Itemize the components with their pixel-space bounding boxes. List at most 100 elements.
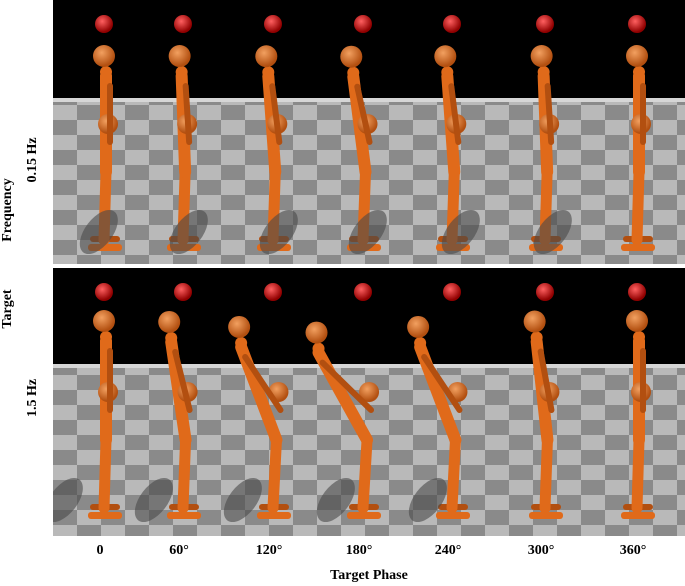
robot-figure-r1-c1 (158, 283, 201, 519)
target-ball (264, 283, 282, 301)
target-ball (628, 15, 646, 33)
neck (633, 66, 645, 78)
target-ball (443, 15, 461, 33)
arm (242, 353, 284, 413)
row-label-text-0: 0.15 Hz (25, 137, 40, 183)
target-ball (174, 283, 192, 301)
target-ball (95, 283, 113, 301)
head (407, 315, 430, 338)
arm (354, 83, 373, 145)
shadow (441, 210, 480, 254)
shadow (316, 478, 355, 522)
head (93, 310, 115, 332)
shadow (134, 478, 173, 522)
column-label-4: 240° (434, 543, 462, 558)
head (305, 321, 328, 344)
foot (621, 244, 655, 251)
foot (529, 512, 563, 519)
head (434, 45, 457, 68)
head (626, 310, 648, 332)
neck (175, 66, 188, 79)
column-label-2: 120° (255, 543, 283, 558)
target-ball (628, 283, 646, 301)
shadow (79, 210, 118, 254)
foot (257, 512, 291, 519)
shadow (223, 478, 262, 522)
neck (100, 66, 112, 78)
target-ball (174, 15, 192, 33)
arm (319, 359, 375, 413)
head (168, 45, 191, 68)
target-ball (536, 15, 554, 33)
robot-figure-r1-c0 (88, 283, 122, 519)
arm (172, 348, 193, 413)
robot-figure-r1-c2 (53, 283, 291, 522)
neck (414, 336, 427, 349)
shadow (533, 210, 572, 254)
shadow (348, 210, 387, 254)
target-ball (536, 283, 554, 301)
head (228, 315, 251, 338)
robot-figure-r1-c3 (134, 283, 381, 522)
target-ball (354, 283, 372, 301)
neck (537, 66, 550, 79)
column-label-6: 360° (619, 543, 647, 558)
target-ball (443, 283, 461, 301)
neck (347, 66, 360, 79)
neck (262, 66, 275, 79)
arm (421, 353, 463, 413)
leg (357, 434, 373, 514)
foot (347, 512, 381, 519)
target-ball (264, 15, 282, 33)
head (93, 45, 115, 67)
robot-figure-r1-c6 (408, 283, 655, 522)
leg (98, 434, 112, 514)
arm (182, 83, 193, 145)
target-ball (354, 15, 372, 33)
leg (631, 166, 645, 246)
column-label-1: 60° (169, 543, 189, 558)
arm (448, 83, 462, 145)
head (626, 45, 648, 67)
y-axis-label-target: Target (0, 289, 15, 329)
arm (544, 83, 555, 145)
neck (633, 331, 645, 343)
arm (537, 348, 555, 413)
neck (441, 66, 454, 79)
leg (539, 434, 553, 514)
foot (436, 512, 470, 519)
arm (269, 83, 283, 145)
head (255, 45, 278, 68)
neck (312, 342, 325, 355)
column-label-5: 300° (527, 543, 555, 558)
shadow (259, 210, 298, 254)
foot (88, 512, 122, 519)
shadow (408, 478, 447, 522)
head (158, 310, 181, 333)
leg (267, 434, 282, 514)
target-ball (95, 15, 113, 33)
foot (621, 512, 655, 519)
y-axis-label-frequency: Frequency (0, 178, 15, 242)
column-label-3: 180° (345, 543, 373, 558)
head (523, 310, 546, 333)
pelvis (359, 382, 380, 402)
neck (530, 331, 543, 344)
column-label-0: 0 (96, 543, 104, 558)
leg (446, 434, 461, 514)
neck (100, 331, 112, 343)
x-axis-label: Target Phase (330, 568, 408, 583)
robot-figure-r1-c5 (316, 283, 563, 522)
neck (165, 331, 178, 344)
head (340, 45, 363, 68)
leg (177, 434, 192, 514)
shadow (169, 210, 208, 254)
leg (631, 434, 645, 514)
robot-figure-r0-c6 (533, 15, 655, 254)
shadow (53, 478, 83, 522)
head (530, 45, 553, 68)
row-label-text-1: 1.5 Hz (25, 378, 40, 418)
robot-figure-r1-c4 (223, 283, 470, 522)
foot (167, 512, 201, 519)
snapshot-grid (53, 0, 685, 536)
